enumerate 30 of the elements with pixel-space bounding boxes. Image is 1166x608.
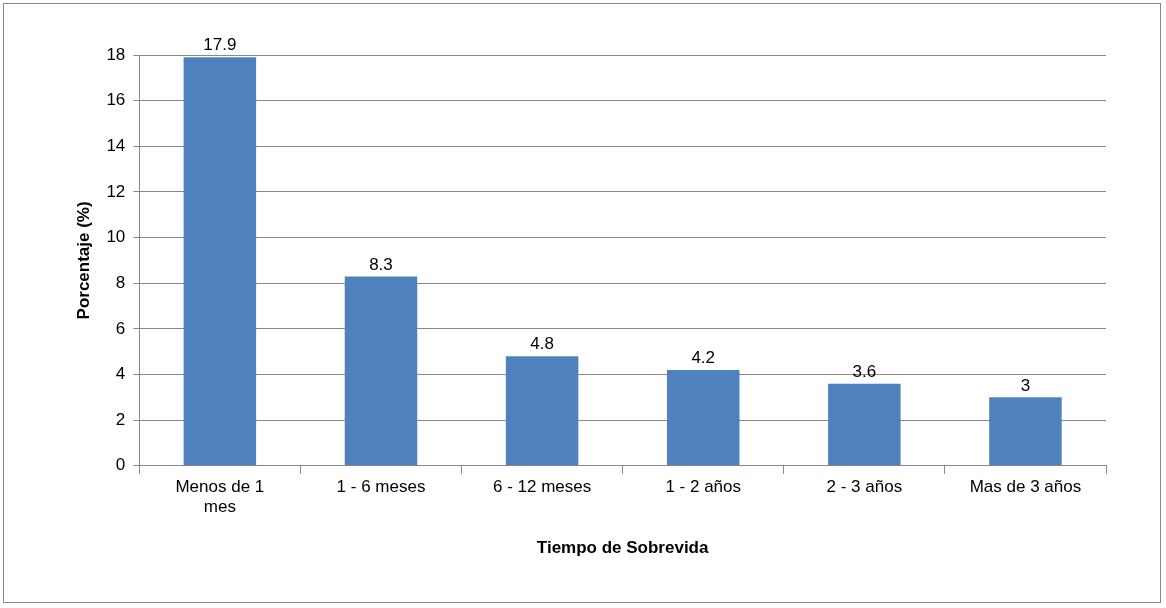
y-tick-label: 0 (115, 455, 126, 475)
bar (505, 356, 579, 466)
data-label: 4.8 (530, 334, 554, 354)
bar (989, 397, 1062, 466)
bar (183, 57, 257, 466)
x-tick-label: 6 - 12 meses (492, 476, 592, 496)
x-tick-label: 1 - 6 meses (336, 476, 426, 496)
x-tick-label: 2 - 3 años (826, 476, 903, 496)
data-label: 8.3 (369, 254, 393, 274)
data-label: 4.2 (691, 348, 716, 368)
y-tick-label: 18 (106, 44, 126, 64)
x-axis-title: Tiempo de Sobrevida (536, 538, 710, 558)
y-tick-label: 12 (106, 181, 126, 201)
y-tick-label: 4 (115, 364, 126, 384)
y-tick-label: 2 (115, 409, 126, 429)
x-tick-label: Mas de 3 años (969, 476, 1082, 496)
y-tick-label: 14 (106, 135, 126, 155)
x-tick-label: Menos de 1 mes (175, 476, 265, 517)
bar (828, 383, 901, 466)
bar (666, 369, 740, 466)
y-tick-label: 6 (115, 318, 126, 338)
y-axis-title: Porcentaje (%) (73, 201, 93, 320)
data-label: 3.6 (852, 361, 877, 381)
y-tick-label: 10 (106, 227, 126, 247)
data-label: 3 (1020, 375, 1031, 395)
bar (344, 276, 418, 466)
y-tick-label: 16 (106, 90, 126, 110)
x-tick-label: 1 - 2 años (665, 476, 742, 496)
data-label: 17.9 (203, 35, 237, 55)
y-tick-label: 8 (115, 272, 126, 292)
